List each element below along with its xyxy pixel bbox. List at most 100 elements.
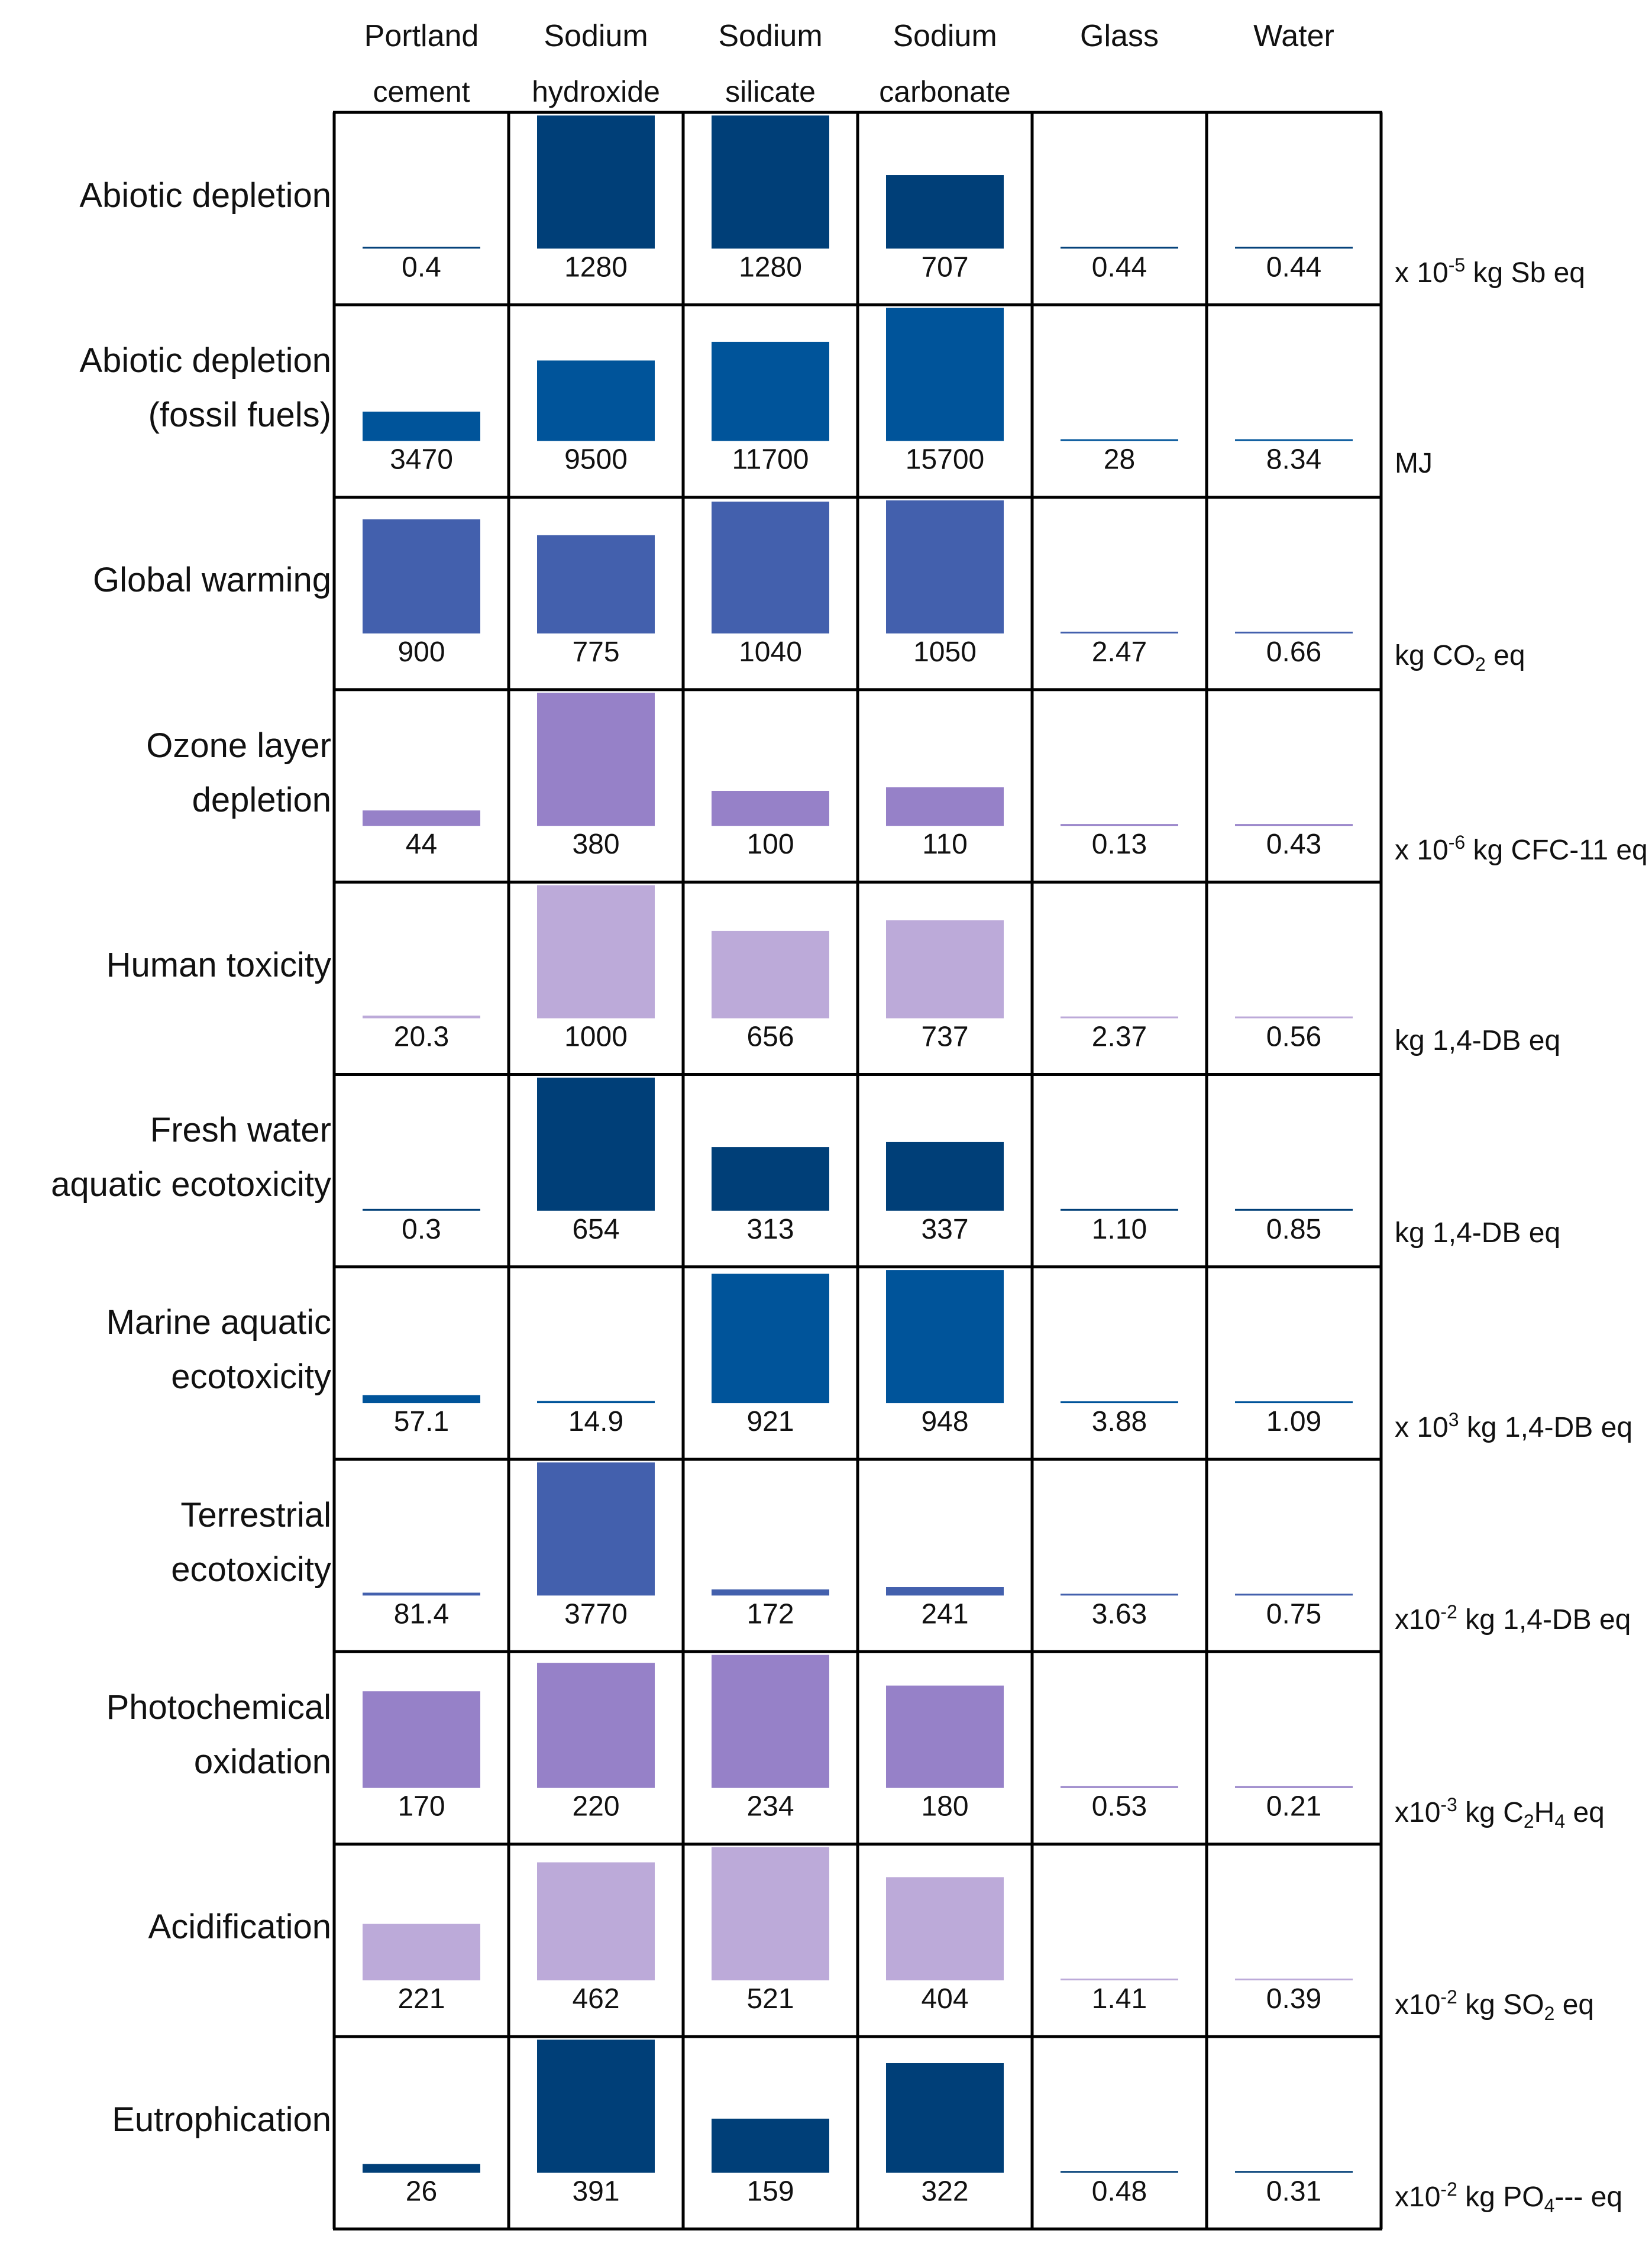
value-label: 0.43 — [1266, 829, 1321, 860]
bar-mark — [1061, 1594, 1178, 1596]
value-label: 900 — [397, 636, 445, 668]
column-header-line1: Sodium — [718, 19, 823, 53]
value-label: 656 — [746, 1022, 794, 1053]
value-label: 322 — [921, 2176, 968, 2207]
unit-label: x 10-6 kg CFC-11 eq — [1395, 832, 1648, 867]
column-header-line2: carbonate — [879, 75, 1011, 108]
bar-mark — [363, 1015, 480, 1019]
value-label: 20.3 — [394, 1022, 449, 1053]
unit-part: x 10 — [1395, 835, 1449, 867]
value-label: 2.37 — [1092, 1022, 1147, 1053]
bar-mark — [1235, 1016, 1353, 1019]
row-label: Abiotic depletion — [79, 169, 331, 223]
unit-part: eq — [1485, 639, 1525, 671]
value-label: 220 — [572, 1791, 619, 1822]
unit-label: kg 1,4-DB eq — [1395, 1024, 1560, 1057]
column-header-line1: Sodium — [893, 19, 997, 53]
bar-mark — [886, 787, 1004, 826]
unit-label: x 10-5 kg Sb eq — [1395, 254, 1585, 289]
bar-mark — [1061, 1208, 1178, 1211]
value-label: 1050 — [913, 636, 977, 668]
unit-part: kg 1,4-DB eq — [1395, 1217, 1561, 1249]
unit-part: 4 — [1554, 1810, 1566, 1832]
column-header: Glass — [1032, 21, 1207, 109]
unit-part: -2 — [1440, 1601, 1457, 1623]
unit-part: kg C — [1457, 1796, 1524, 1828]
bar-mark — [1235, 1786, 1353, 1788]
value-label: 100 — [746, 829, 794, 860]
value-label: 221 — [397, 1983, 445, 2015]
row-label: Abiotic depletion (fossil fuels) — [79, 334, 331, 442]
bar-mark — [363, 1924, 480, 1980]
unit-part: kg 1,4-DB eq — [1395, 1024, 1561, 1056]
column-header-line1: Portland — [364, 19, 479, 53]
bar-mark — [712, 1274, 829, 1404]
value-label: 1280 — [739, 251, 802, 283]
bar-mark — [1061, 2171, 1178, 2173]
bar-mark — [886, 1685, 1004, 1788]
value-label: 3770 — [564, 1598, 628, 1630]
value-label: 241 — [921, 1598, 968, 1630]
row-label-line: Photochemical — [106, 1688, 331, 1727]
unit-part: kg 1,4-DB eq — [1457, 1604, 1631, 1636]
value-label: 9500 — [564, 444, 628, 476]
bar-mark — [712, 1847, 829, 1980]
unit-label: x10-2 kg PO4--- eq — [1395, 2179, 1622, 2217]
unit-part: 2 — [1475, 653, 1486, 675]
bar-mark — [886, 920, 1004, 1019]
unit-label: x 103 kg 1,4-DB eq — [1395, 1409, 1632, 1444]
unit-part: kg SO — [1457, 1989, 1544, 2021]
bar-mark — [537, 2040, 655, 2173]
row-label: Photochemical oxidation — [106, 1680, 331, 1789]
bar-mark — [1061, 1979, 1178, 1980]
value-label: 44 — [406, 829, 437, 860]
bar-mark — [1235, 247, 1353, 249]
bar-mark — [1235, 631, 1353, 634]
unit-part: x 10 — [1395, 257, 1449, 289]
value-label: 391 — [572, 2176, 619, 2207]
row-label-line: Acidification — [148, 1908, 331, 1947]
bar-mark — [886, 1877, 1004, 1980]
bar-mark — [1061, 1786, 1178, 1788]
unit-part: eq — [1565, 1796, 1605, 1828]
row-label-line: Marine aquatic — [106, 1303, 331, 1342]
bar-mark — [712, 1147, 829, 1211]
value-label: 8.34 — [1266, 444, 1321, 476]
bar-mark — [537, 1401, 655, 1404]
value-label: 0.4 — [402, 251, 441, 283]
bar-mark — [1235, 1208, 1353, 1211]
value-label: 57.1 — [394, 1406, 449, 1437]
value-label: 26 — [406, 2176, 437, 2207]
value-label: 0.53 — [1092, 1791, 1147, 1822]
unit-part: --- eq — [1554, 2181, 1623, 2213]
unit-part: 2 — [1544, 2003, 1555, 2024]
unit-part: kg CFC-11 eq — [1465, 835, 1648, 867]
bar-mark — [1235, 1594, 1353, 1596]
bar-mark — [537, 885, 655, 1019]
bar-mark — [363, 247, 480, 249]
row-label-line: ecotoxicity — [171, 1550, 331, 1589]
bar-mark — [886, 175, 1004, 249]
bar-mark — [1235, 824, 1353, 826]
bar-mark — [363, 1691, 480, 1788]
bar-mark — [537, 1462, 655, 1596]
bar-mark — [712, 115, 829, 249]
bar-mark — [1061, 439, 1178, 441]
bar-mark — [712, 2118, 829, 2173]
bar-mark — [537, 693, 655, 826]
value-label: 707 — [921, 251, 968, 283]
row-label: Eutrophication — [112, 2093, 331, 2147]
value-label: 170 — [397, 1791, 445, 1822]
bar-mark — [1235, 439, 1353, 441]
row-label-line: Abiotic depletion — [79, 176, 331, 215]
row-label-line: depletion — [192, 780, 331, 819]
value-label: 0.48 — [1092, 2176, 1147, 2207]
bar-mark — [537, 1077, 655, 1211]
bar-mark — [1061, 631, 1178, 634]
row-label-line: Fresh water — [150, 1111, 331, 1150]
value-label: 172 — [746, 1598, 794, 1630]
bar-mark — [537, 1862, 655, 1980]
row-label-line: aquatic ecotoxicity — [51, 1165, 331, 1204]
value-label: 0.44 — [1266, 251, 1321, 283]
